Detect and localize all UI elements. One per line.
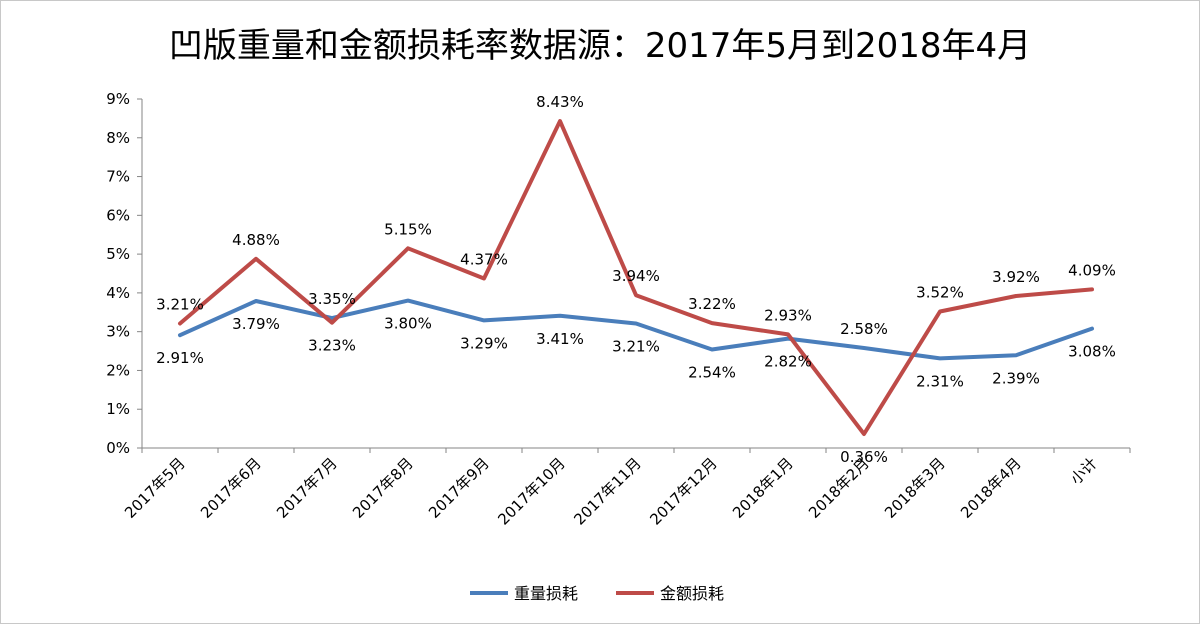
data-label: 3.41% bbox=[536, 330, 584, 348]
data-label: 3.08% bbox=[1068, 343, 1116, 361]
data-label: 3.52% bbox=[916, 284, 964, 302]
chart-title: 凹版重量和金额损耗率数据源：2017年5月到2018年4月 bbox=[168, 26, 1032, 66]
data-label: 2.54% bbox=[688, 364, 736, 382]
x-tick-label: 2017年12月 bbox=[646, 454, 720, 528]
data-label: 3.21% bbox=[612, 338, 660, 356]
data-label: 2.58% bbox=[840, 320, 888, 338]
data-labels: 2.91% 3.79% 3.35% 3.80% 3.29% 3.41% 3.21% 2.54%… bbox=[156, 93, 1116, 466]
data-label: 2.93% bbox=[764, 306, 812, 324]
data-label: 3.80% bbox=[384, 315, 432, 333]
data-label: 0.36% bbox=[840, 448, 888, 466]
y-tick-label: 8% bbox=[106, 129, 130, 147]
data-label: 4.37% bbox=[460, 251, 508, 269]
data-label: 2.39% bbox=[992, 369, 1040, 387]
x-tick-label: 小计 bbox=[1067, 454, 1101, 488]
y-tick-label: 0% bbox=[106, 439, 130, 457]
legend-label: 重量损耗 bbox=[514, 584, 578, 603]
legend: 重量损耗 金额损耗 bbox=[470, 584, 724, 603]
series-line-amount-loss bbox=[178, 119, 1094, 436]
y-tick-label: 7% bbox=[106, 168, 130, 186]
data-label: 3.94% bbox=[612, 267, 660, 285]
data-label: 2.31% bbox=[916, 372, 964, 390]
data-label: 3.22% bbox=[688, 295, 736, 313]
axes bbox=[141, 99, 1130, 449]
data-label: 2.82% bbox=[764, 353, 812, 371]
data-label: 2.91% bbox=[156, 349, 204, 367]
y-tick-label: 6% bbox=[106, 206, 130, 224]
data-label: 3.79% bbox=[232, 315, 280, 333]
y-tick-label: 2% bbox=[106, 361, 130, 379]
x-axis-ticks: 2017年5月 2017年6月 2017年7月 2017年8月 2017年9月 2017年… bbox=[121, 448, 1131, 529]
data-label: 5.15% bbox=[384, 220, 432, 238]
series-line-weight-loss bbox=[178, 298, 1094, 361]
y-tick-label: 9% bbox=[106, 90, 130, 108]
data-label: 3.35% bbox=[308, 290, 356, 308]
x-tick-label: 2017年8月 bbox=[349, 454, 417, 522]
x-tick-label: 2017年6月 bbox=[197, 454, 265, 522]
data-label: 8.43% bbox=[536, 93, 584, 111]
x-tick-label: 2017年9月 bbox=[425, 454, 493, 522]
data-label: 4.88% bbox=[232, 231, 280, 249]
data-label: 3.92% bbox=[992, 268, 1040, 286]
legend-label: 金额损耗 bbox=[660, 584, 724, 603]
y-tick-label: 4% bbox=[106, 284, 130, 302]
x-tick-label: 2018年1月 bbox=[729, 454, 797, 522]
y-tick-label: 5% bbox=[106, 245, 130, 263]
x-tick-label: 2018年3月 bbox=[881, 454, 949, 522]
data-label: 3.29% bbox=[460, 334, 508, 352]
x-tick-label: 2017年11月 bbox=[570, 454, 644, 528]
y-axis-ticks: 0% 1% 2% 3% 4% 5% 6% 7% 8% 9% bbox=[106, 90, 142, 457]
x-tick-label: 2017年5月 bbox=[121, 454, 189, 522]
data-label: 3.21% bbox=[156, 296, 204, 314]
data-label: 3.23% bbox=[308, 337, 356, 355]
data-label: 4.09% bbox=[1068, 261, 1116, 279]
x-tick-label: 2017年10月 bbox=[494, 454, 568, 528]
x-tick-label: 2017年7月 bbox=[273, 454, 341, 522]
y-tick-label: 1% bbox=[106, 400, 130, 418]
series-lines bbox=[178, 119, 1094, 436]
y-tick-label: 3% bbox=[106, 323, 130, 341]
x-tick-label: 2018年4月 bbox=[957, 454, 1025, 522]
